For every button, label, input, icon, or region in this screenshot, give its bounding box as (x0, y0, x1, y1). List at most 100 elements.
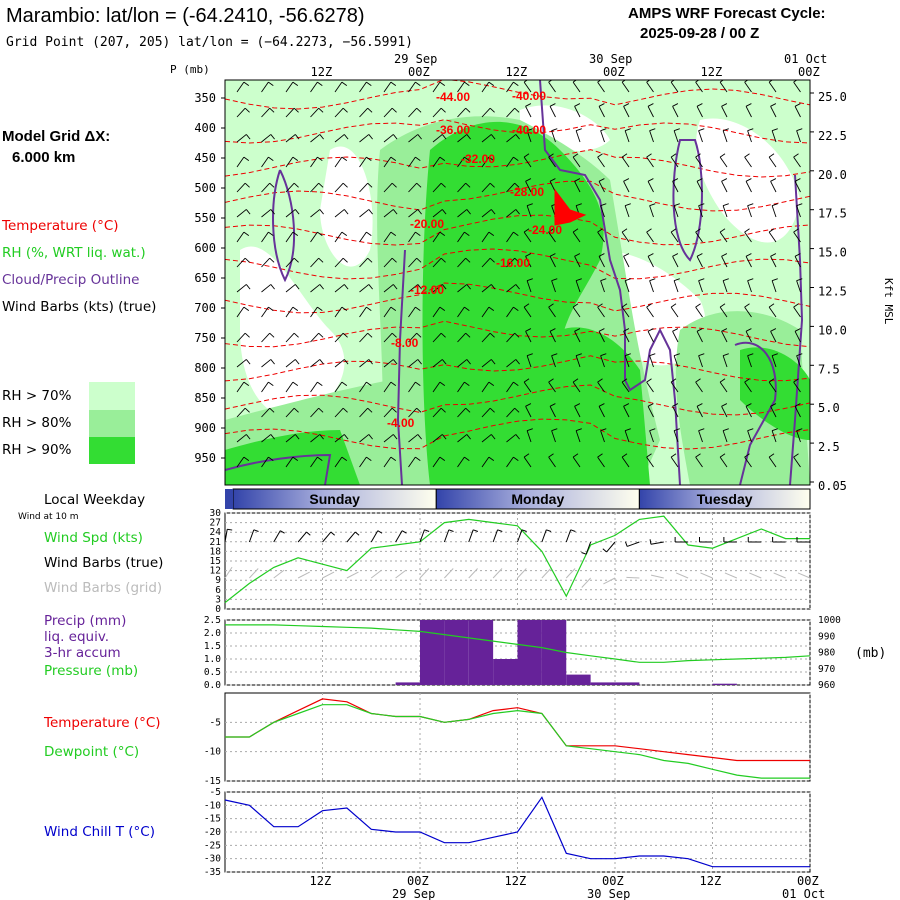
wind-speed-line (224, 515, 810, 604)
upper-wind-barb (457, 81, 465, 93)
upper-wind-barb (432, 306, 441, 318)
temperature-contour-label: -36.00 (436, 123, 470, 137)
upper-wind-barb (334, 381, 343, 393)
upper-wind-barb-flag (269, 407, 275, 413)
upper-wind-barb-flag (572, 378, 579, 383)
upper-wind-barb-flag (292, 156, 299, 161)
upper-wind-barb-flag (366, 156, 372, 161)
pressure-tick-label: 960 (818, 680, 835, 691)
upper-wind-barb (672, 331, 679, 343)
rh-region (320, 146, 373, 267)
upper-wind-barb-flag (597, 453, 603, 458)
upper-wind-barb (600, 355, 605, 368)
upper-wind-barb-flag (488, 306, 495, 311)
upper-wind-barb-flag (696, 328, 703, 332)
upper-wind-barb-flag (490, 209, 496, 215)
upper-wind-barb-flag (696, 178, 703, 182)
upper-wind-barb (549, 331, 556, 343)
upper-wind-barb-flag (649, 278, 656, 282)
upper-wind-barb (285, 231, 294, 243)
upper-wind-barb-flag (794, 178, 801, 182)
upper-wind-barb-flag (670, 153, 677, 158)
upper-wind-barb (359, 434, 370, 443)
y-tick-label: -15 (204, 776, 221, 787)
upper-wind-barb (670, 156, 679, 168)
upper-wind-barb-flag (575, 128, 582, 132)
upper-wind-barb-flag (268, 81, 274, 86)
upper-wind-barb-flag (513, 456, 519, 461)
upper-wind-barb (771, 355, 777, 368)
upper-wind-barb-flag (245, 134, 251, 140)
upper-wind-barb (481, 134, 492, 143)
pressure-tick-label: 950 (194, 451, 216, 465)
upper-wind-barb (334, 407, 344, 418)
bottom-date-label: 30 Sep (587, 887, 630, 900)
upper-wind-barb-flag (294, 284, 300, 290)
upper-wind-barb (646, 156, 654, 168)
upper-wind-barb-flag (368, 209, 373, 215)
upper-wind-barb (457, 209, 468, 218)
upper-wind-barb (236, 156, 245, 168)
y-tick-label: -25 (204, 840, 221, 851)
upper-wind-barb (457, 306, 465, 318)
upper-wind-barb (261, 209, 272, 218)
upper-wind-barb-flag (439, 231, 446, 236)
upper-wind-barb (575, 355, 581, 368)
upper-wind-barb (526, 280, 532, 293)
upper-wind-barb (506, 284, 517, 293)
wind-barb-true-feather (377, 530, 383, 534)
upper-wind-barb (334, 359, 345, 368)
upper-wind-barb-flag (719, 453, 726, 458)
upper-wind-barb (796, 280, 801, 293)
upper-wind-barb (768, 81, 777, 93)
upper-wind-barb-flag (417, 284, 422, 290)
upper-wind-barb (383, 107, 393, 118)
upper-wind-barb-flag (245, 284, 251, 290)
upper-wind-barb-flag (600, 203, 607, 207)
bottom-time-label: 12Z (700, 874, 722, 888)
upper-wind-barb (672, 106, 679, 118)
upper-wind-barb (457, 156, 465, 168)
upper-wind-barb (383, 209, 394, 218)
y-tick-label: -5 (210, 787, 221, 798)
upper-wind-barb (310, 306, 318, 318)
wind-at-label: Wind at 10 m (18, 512, 78, 522)
upper-wind-barb-flag (768, 378, 775, 383)
upper-wind-barb-flag (771, 128, 778, 132)
upper-wind-barb-flag (341, 456, 348, 461)
upper-wind-barb (432, 257, 442, 268)
cloud-outline (272, 169, 295, 283)
upper-wind-barb-flag (572, 228, 579, 233)
upper-wind-barb-flag (245, 434, 251, 440)
upper-wind-barb (597, 156, 605, 168)
wind-barb-grid (395, 569, 407, 579)
upper-wind-barb-flag (514, 107, 520, 113)
upper-wind-barb-flag (548, 228, 554, 233)
upper-wind-barb-flag (415, 306, 421, 311)
upper-wind-barb (285, 359, 296, 368)
upper-wind-barb (457, 231, 465, 243)
top-date-label: 29 Sep (394, 52, 437, 66)
upper-wind-barb (575, 280, 581, 293)
upper-wind-barb (432, 107, 442, 118)
pressure-tick-label: 550 (194, 211, 216, 225)
upper-wind-barb (408, 81, 416, 93)
upper-wind-barb (506, 306, 514, 318)
upper-wind-barb-flag (575, 278, 582, 282)
wind-barb-grid (773, 572, 786, 579)
upper-wind-barb (744, 81, 752, 93)
upper-wind-barb-flag (465, 407, 471, 413)
bottom-time-label: 00Z (797, 874, 819, 888)
upper-wind-barb (525, 106, 532, 118)
pressure-tick-label: 450 (194, 151, 216, 165)
upper-wind-barb (574, 406, 581, 418)
upper-wind-barb (623, 106, 630, 118)
wind-barb-true (650, 541, 664, 545)
wind-barb-true-feather (280, 530, 285, 534)
y-tick-label: 24 (210, 527, 222, 538)
upper-wind-barb-flag (342, 407, 348, 413)
upper-wind-barb (770, 106, 777, 118)
wind-barb-true (346, 531, 356, 543)
upper-wind-barb-flag (647, 403, 654, 407)
wind-barb-grid (565, 568, 576, 579)
